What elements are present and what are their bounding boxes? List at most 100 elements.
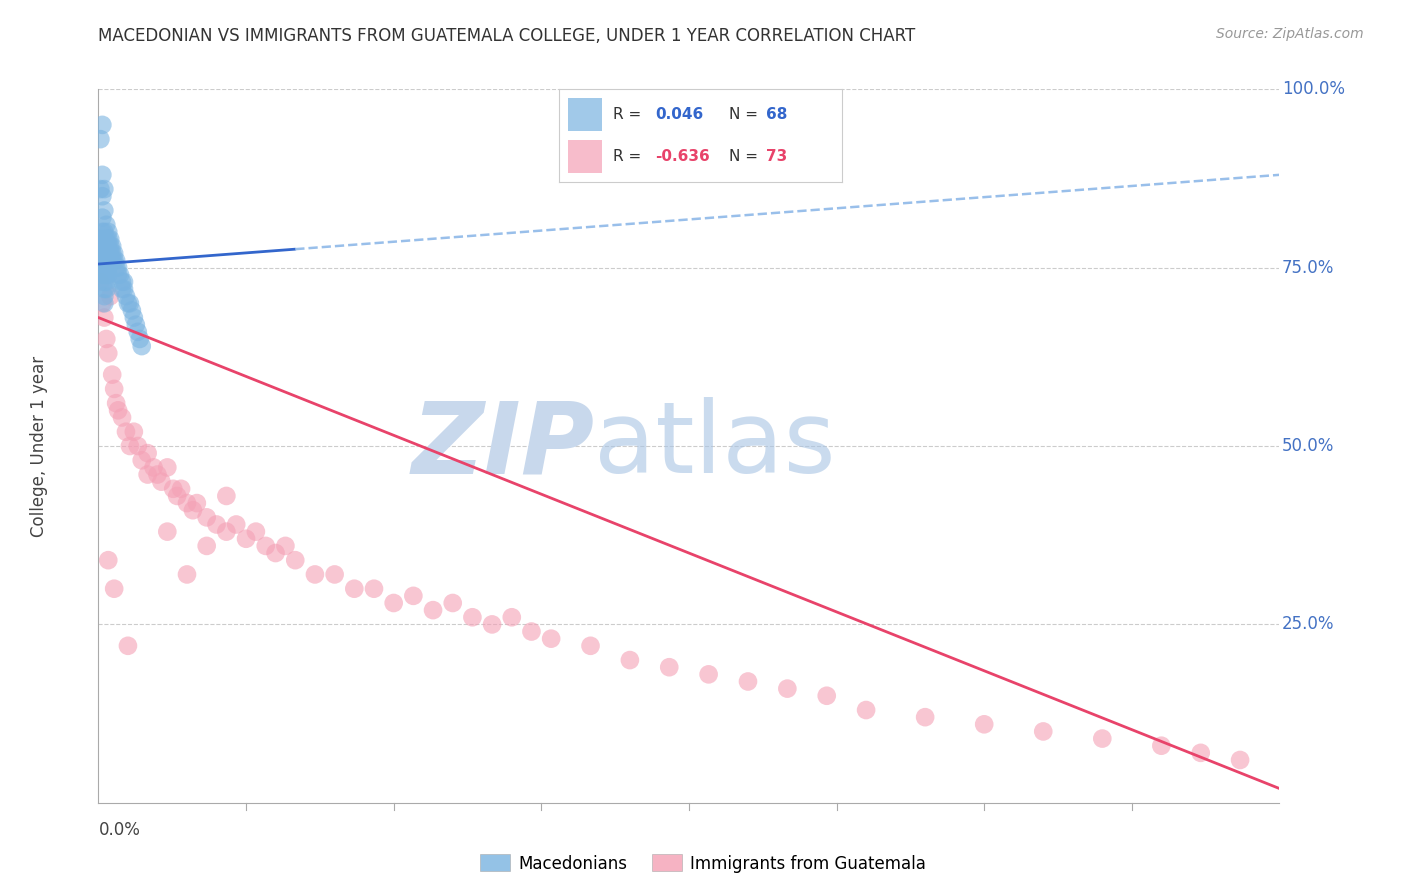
- Point: [122, 310, 145, 325]
- Point: [382, 596, 405, 610]
- Point: [96, 282, 118, 296]
- Point: [115, 425, 138, 439]
- Point: [125, 318, 148, 332]
- Point: [91, 225, 114, 239]
- Point: [225, 517, 247, 532]
- Point: [96, 232, 118, 246]
- Point: [136, 467, 159, 482]
- Point: [98, 239, 121, 253]
- Point: [274, 539, 297, 553]
- Point: [1032, 724, 1054, 739]
- Point: [93, 296, 115, 310]
- Point: [91, 189, 114, 203]
- Point: [98, 289, 121, 303]
- Point: [97, 239, 120, 253]
- Point: [93, 260, 115, 275]
- Point: [93, 225, 115, 239]
- Point: [91, 239, 114, 253]
- Point: [103, 582, 125, 596]
- Text: atlas: atlas: [595, 398, 837, 494]
- Point: [121, 303, 143, 318]
- Point: [105, 260, 128, 275]
- Point: [93, 203, 115, 218]
- Point: [93, 239, 115, 253]
- Point: [91, 253, 114, 268]
- Point: [323, 567, 346, 582]
- Point: [101, 253, 124, 268]
- Point: [1229, 753, 1251, 767]
- Point: [96, 268, 118, 282]
- Point: [96, 239, 118, 253]
- Point: [89, 132, 111, 146]
- Point: [112, 275, 135, 289]
- Point: [776, 681, 799, 696]
- Point: [186, 496, 208, 510]
- Point: [117, 639, 139, 653]
- Point: [93, 282, 115, 296]
- Point: [146, 467, 169, 482]
- Point: [111, 275, 134, 289]
- Point: [697, 667, 720, 681]
- Point: [363, 582, 385, 596]
- Point: [96, 246, 118, 260]
- Point: [127, 325, 149, 339]
- Point: [89, 182, 111, 196]
- Point: [1150, 739, 1173, 753]
- Point: [107, 403, 129, 417]
- Point: [101, 368, 124, 382]
- Point: [343, 582, 366, 596]
- Text: College, Under 1 year: College, Under 1 year: [31, 355, 48, 537]
- Point: [93, 275, 115, 289]
- Point: [91, 246, 114, 260]
- Point: [103, 382, 125, 396]
- Point: [245, 524, 267, 539]
- Text: ZIP: ZIP: [412, 398, 595, 494]
- Point: [304, 567, 326, 582]
- Point: [93, 232, 115, 246]
- Point: [91, 118, 114, 132]
- Point: [93, 268, 115, 282]
- Point: [118, 296, 141, 310]
- Text: 75.0%: 75.0%: [1282, 259, 1334, 277]
- Point: [101, 239, 124, 253]
- Point: [156, 460, 179, 475]
- Point: [118, 439, 141, 453]
- Point: [105, 253, 128, 268]
- Point: [284, 553, 307, 567]
- Point: [96, 275, 118, 289]
- Point: [91, 211, 114, 225]
- Point: [98, 232, 121, 246]
- Point: [150, 475, 173, 489]
- Point: [105, 396, 128, 410]
- Text: 0.0%: 0.0%: [98, 821, 141, 838]
- Point: [1189, 746, 1212, 760]
- Point: [103, 253, 125, 268]
- Point: [93, 310, 115, 325]
- Point: [540, 632, 562, 646]
- Point: [131, 453, 153, 467]
- Point: [117, 296, 139, 310]
- Point: [97, 253, 120, 268]
- Point: [97, 346, 120, 360]
- Point: [402, 589, 425, 603]
- Point: [108, 268, 131, 282]
- Point: [205, 517, 228, 532]
- Point: [501, 610, 523, 624]
- Point: [195, 510, 218, 524]
- Text: MACEDONIAN VS IMMIGRANTS FROM GUATEMALA COLLEGE, UNDER 1 YEAR CORRELATION CHART: MACEDONIAN VS IMMIGRANTS FROM GUATEMALA …: [98, 27, 915, 45]
- Point: [176, 496, 198, 510]
- Point: [737, 674, 759, 689]
- Point: [176, 567, 198, 582]
- Point: [235, 532, 257, 546]
- Point: [1091, 731, 1114, 746]
- Point: [97, 225, 120, 239]
- Point: [855, 703, 877, 717]
- Point: [181, 503, 204, 517]
- Point: [195, 539, 218, 553]
- Point: [91, 168, 114, 182]
- Point: [101, 246, 124, 260]
- Point: [162, 482, 184, 496]
- Point: [111, 282, 134, 296]
- Point: [441, 596, 464, 610]
- Point: [815, 689, 838, 703]
